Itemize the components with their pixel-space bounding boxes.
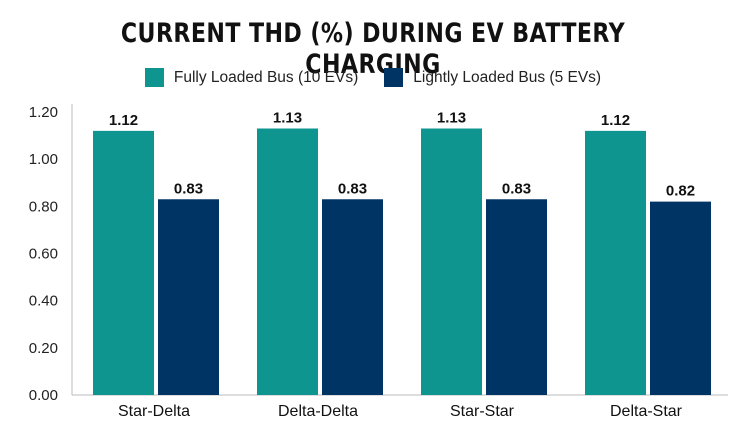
data-label: 0.82 [666,183,695,200]
bar-lightly-loaded [322,199,383,395]
x-category-label: Delta-Delta [278,403,358,420]
y-tick-label: 0.60 [29,246,58,263]
bar-lightly-loaded [650,201,711,395]
y-tick-label: 1.00 [29,151,58,168]
y-tick-label: 0.40 [29,293,58,310]
data-label: 1.13 [437,110,466,127]
data-label: 0.83 [338,180,367,197]
y-tick-label: 0.80 [29,198,58,215]
legend-label-lightly-loaded: Lightly Loaded Bus (5 EVs) [413,68,602,86]
legend: Fully Loaded Bus (10 EVs) Lightly Loaded… [0,68,746,87]
bar-lightly-loaded [486,199,547,395]
bar-fully-loaded [421,128,482,395]
bar-fully-loaded [257,128,318,395]
bar-fully-loaded [93,130,154,395]
y-tick-label: 0.00 [29,387,58,404]
legend-item-lightly-loaded: Lightly Loaded Bus (5 EVs) [384,68,601,87]
data-label: 1.12 [601,112,630,129]
data-label: 1.13 [273,110,302,127]
legend-swatch-lightly-loaded [384,68,404,87]
data-label: 1.12 [109,112,138,129]
x-category-label: Delta-Star [610,403,683,420]
data-label: 0.83 [502,180,531,197]
y-tick-label: 1.20 [29,104,58,121]
legend-item-fully-loaded: Fully Loaded Bus (10 EVs) [144,68,359,87]
x-category-label: Star-Star [450,403,515,420]
legend-label-fully-loaded: Fully Loaded Bus (10 EVs) [173,68,359,86]
legend-swatch-fully-loaded [144,68,164,87]
bar-lightly-loaded [158,199,219,395]
data-label: 0.83 [174,180,203,197]
x-category-label: Star-Delta [118,403,190,420]
chart-title: CURRENT THD (%) DURING EV BATTERY CHARGI… [120,18,626,80]
bar-fully-loaded [585,130,646,395]
y-tick-label: 0.20 [29,340,58,357]
